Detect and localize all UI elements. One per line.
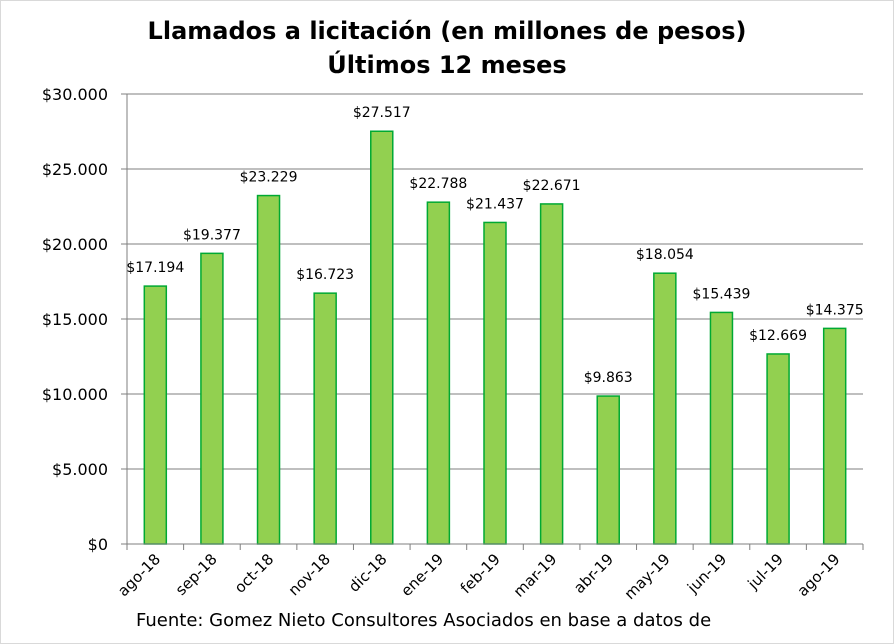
- bar: [370, 130, 394, 545]
- chart-title-block: Llamados a licitación (en millones de pe…: [0, 14, 894, 82]
- source-note: Fuente: Gomez Nieto Consultores Asociado…: [136, 610, 712, 631]
- y-tick-label: $20.000: [42, 235, 108, 254]
- bars: [143, 130, 847, 545]
- data-label: $15.439: [693, 286, 751, 302]
- data-label: $21.437: [466, 196, 524, 212]
- data-label: $22.788: [409, 176, 467, 192]
- y-tick-label: $25.000: [42, 160, 108, 179]
- bar: [200, 252, 224, 545]
- x-tick-label: nov-18: [285, 550, 334, 599]
- x-tick-label: may-19: [621, 550, 674, 603]
- x-tick-label: ene-19: [397, 550, 447, 600]
- x-tick-label: jun-19: [683, 550, 730, 597]
- bar: [766, 353, 790, 545]
- data-label: $14.375: [806, 302, 864, 318]
- x-tick-label: ago-18: [114, 550, 164, 600]
- y-tick-label: $0: [88, 535, 108, 554]
- bar: [426, 201, 451, 545]
- bar: [539, 203, 564, 545]
- bar: [596, 395, 620, 545]
- data-label: $16.723: [296, 267, 354, 283]
- data-label: $12.669: [749, 328, 807, 344]
- y-tick-label: $10.000: [42, 385, 108, 404]
- x-tick-label: dic-18: [345, 550, 391, 596]
- data-label: $27.517: [353, 105, 411, 121]
- x-tick-label: ago-19: [794, 550, 844, 600]
- y-tick-label: $30.000: [42, 85, 108, 104]
- data-label: $19.377: [183, 227, 241, 243]
- y-tick-label: $15.000: [42, 310, 108, 329]
- data-labels: $17.194 $19.377 $23.229 $16.723 $27.517 $22.7…: [126, 105, 863, 386]
- data-label: $23.229: [240, 170, 298, 186]
- x-tick-label: jul-19: [744, 550, 787, 593]
- bar: [143, 285, 168, 545]
- data-label: $22.671: [523, 178, 581, 194]
- x-tick-label: sep-18: [172, 550, 221, 599]
- bar: [709, 311, 734, 545]
- data-label: $18.054: [636, 247, 694, 263]
- bar: [822, 327, 847, 545]
- bar: [313, 292, 337, 545]
- data-label: $9.863: [584, 370, 633, 386]
- y-tick-label: $5.000: [52, 460, 108, 479]
- bar: [483, 221, 507, 545]
- bar: [653, 272, 677, 545]
- x-tick-label: mar-19: [510, 550, 561, 601]
- chart-title: Llamados a licitación (en millones de pe…: [147, 17, 747, 45]
- data-label: $17.194: [126, 260, 184, 276]
- bar: [256, 194, 281, 545]
- x-tick-label: oct-18: [231, 550, 278, 597]
- x-tick-label: abr-19: [570, 550, 617, 597]
- x-tick-label: feb-19: [457, 550, 504, 597]
- chart-subtitle: Últimos 12 meses: [327, 51, 567, 79]
